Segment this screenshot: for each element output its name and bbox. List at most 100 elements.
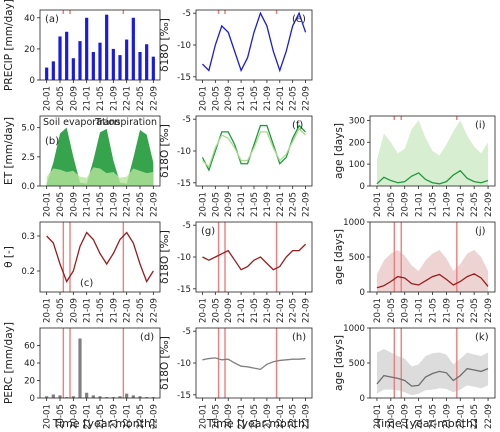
x-tick-label: 20-09 [401,192,411,217]
panel-label: (d) [140,332,154,343]
y-tick-label: 40 [24,14,35,24]
y-tick-label: 2.5 [21,153,35,163]
x-tick-label: 20-05 [211,192,221,217]
x-tick-label: 21-05 [429,192,439,217]
x-tick-label: 20-09 [224,298,234,323]
x-axis-label-col3: Time [year-month] [374,417,478,430]
y-axis-label: δ18O [‰] [159,230,171,284]
x-tick-label: 20-09 [401,298,411,323]
y-tick-label: 200 [349,138,365,148]
x-tick-label: 22-05 [289,298,299,323]
x-tick-label: 22-01 [276,86,286,111]
y-tick-label: 300 [349,116,365,126]
y-tick-label: 0 [360,182,365,192]
line-series-0 [201,11,307,73]
y-tick-label: 0.3 [21,232,35,242]
y-tick-label: -10 [177,253,191,263]
y-axis-label: age [days] [333,229,345,285]
x-tick-label: 20-01 [198,86,208,111]
bar [98,396,102,398]
panel-label: (a) [45,14,59,25]
x-tick-label: 21-05 [250,404,260,429]
x-tick-label: 20-09 [69,192,79,217]
bar [131,17,135,80]
x-tick-label: 21-09 [442,298,452,323]
x-tick-label: 21-01 [83,86,93,111]
x-tick-label: 22-05 [136,86,146,111]
x-tick-label: 22-05 [289,192,299,217]
x-tick-label: 22-01 [276,404,286,429]
x-tick-label: 20-09 [401,404,411,429]
x-tick-label: 21-05 [250,298,260,323]
x-tick-label: 21-01 [83,192,93,217]
y-tick-label: 0 [360,288,365,298]
x-tick-label: 20-01 [373,404,383,429]
x-tick-label: 20-05 [211,404,221,429]
x-tick-label: 22-01 [123,404,133,429]
x-axis-label-col2: Time [year-month] [206,417,310,430]
x-tick-label: 21-09 [442,192,452,217]
bar [45,67,49,80]
y-tick-label: -15 [177,73,191,83]
x-tick-label: 21-09 [263,298,273,323]
y-tick-label: -15 [177,391,191,401]
x-tick-label: 22-09 [302,86,312,111]
x-tick-label: 21-05 [250,192,260,217]
x-tick-label: 20-05 [387,192,397,217]
x-tick-label: 21-05 [96,404,106,429]
x-tick-label: 22-01 [123,298,133,323]
x-tick-label: 22-01 [456,404,466,429]
bar [58,395,62,398]
y-tick-label: 500 [349,253,365,263]
bar [85,392,89,398]
y-tick-label: 20 [24,45,35,55]
bar [78,338,82,398]
bar [125,39,129,80]
x-tick-label: 22-05 [136,404,146,429]
bar [145,397,149,398]
x-tick-label: 22-09 [149,404,159,429]
panel-b: 0.0 2.5 5.0 20-01 20-05 20-09 21-01 21-05 21-09 2… [3,115,161,217]
x-tick-label: 21-01 [83,298,93,323]
x-tick-label: 22-09 [149,192,159,217]
y-tick-label: -5 [182,9,191,19]
bar [151,397,155,398]
x-tick-label: 21-01 [237,86,247,111]
bar [151,56,155,80]
y-axis-label: θ [-] [3,246,15,268]
y-tick-label: 1000 [343,324,365,334]
bar [105,397,109,398]
bar [138,396,142,398]
x-tick-label: 21-01 [83,404,93,429]
x-tick-label: 20-09 [224,404,234,429]
x-tick-label: 22-01 [276,298,286,323]
x-tick-label: 21-01 [237,404,247,429]
x-tick-label: 20-01 [43,192,53,217]
y-axis-label: δ18O [‰] [159,18,171,72]
y-tick-label: 0 [360,394,365,404]
y-tick-label: -10 [177,41,191,51]
y-tick-label: 5.0 [21,124,35,134]
x-tick-label: 21-09 [109,86,119,111]
bar [118,396,122,398]
x-tick-label: 20-05 [387,298,397,323]
x-tick-label: 20-05 [56,298,66,323]
panel-k: 0 500 1000 20-01 20-05 20-09 21-01 21-05 21-09 22… [333,324,496,429]
panel-i: 0 100 200 300 20-01 20-05 20-09 21-01 21-05 21-09… [333,115,496,217]
y-tick-label: -10 [177,147,191,157]
x-tick-label: 20-01 [198,192,208,217]
panel-label: (h) [292,332,306,343]
x-tick-label: 22-09 [302,192,312,217]
x-tick-label: 20-05 [56,192,66,217]
y-tick-label: 100 [349,160,365,170]
annotation-transpiration: Transpiration [94,117,157,128]
x-tick-label: 21-09 [109,404,119,429]
y-axis-label: PRECIP [mm/day] [3,0,15,91]
y-tick-label: -5 [182,221,191,231]
area-series-1 [46,167,154,186]
y-tick-label: 0 [30,394,35,404]
